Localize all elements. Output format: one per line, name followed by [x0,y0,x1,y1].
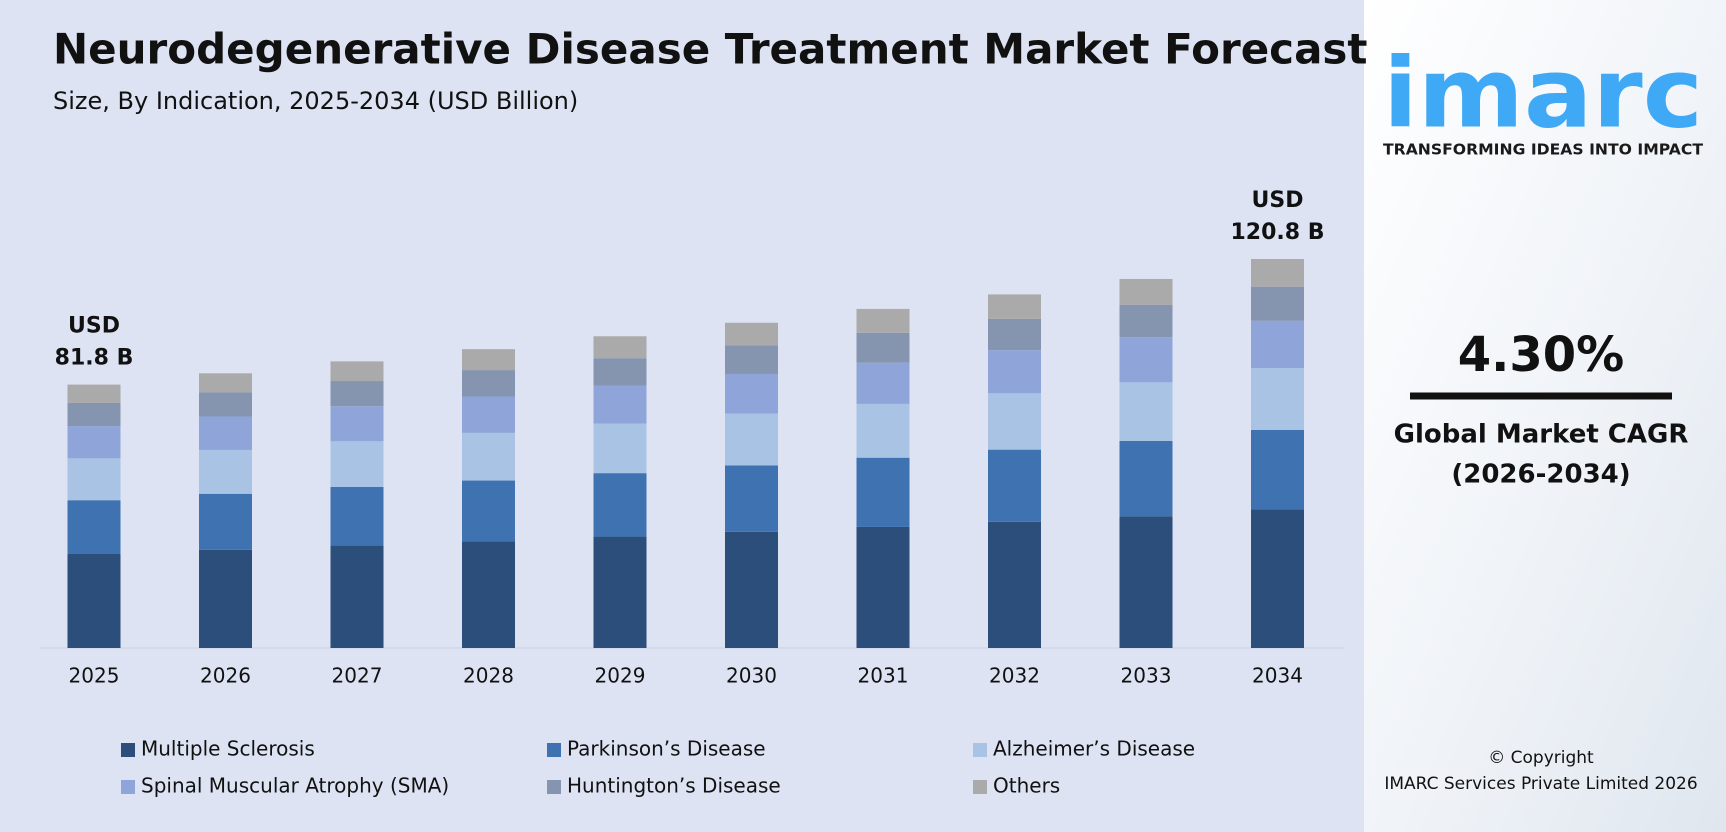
legend-swatch [973,743,987,757]
x-tick-label: 2029 [595,664,646,688]
bar-segment [462,370,515,397]
bar-segment [462,396,515,433]
copyright: © Copyright [1488,748,1594,768]
cagr-period: (2026-2034) [1451,460,1630,490]
bar-segment [1119,337,1173,383]
bar-segment [1251,368,1304,430]
bar-segment [1119,516,1173,648]
bar-segment [1251,320,1304,369]
bar-segment [1251,286,1304,321]
legend-label: Huntington’s Disease [567,774,781,798]
side-background [1364,0,1726,832]
bar-segment [1251,509,1304,648]
total-label: USD [1252,188,1304,213]
legend-swatch [973,780,987,794]
x-tick-label: 2033 [1121,664,1172,688]
bar-segment [988,449,1041,522]
total-label: USD [68,314,120,339]
bar-segment [988,318,1041,351]
company: IMARC Services Private Limited 2026 [1384,774,1697,794]
tagline: TRANSFORMING IDEAS INTO IMPACT [1383,141,1703,159]
chart-title: Neurodegenerative Disease Treatment Mark… [53,25,1368,74]
bar-segment [988,521,1041,648]
x-tick-label: 2026 [200,664,251,688]
bar-segment [67,500,121,554]
bar-segment [330,406,384,442]
legend-label: Spinal Muscular Atrophy (SMA) [141,774,449,798]
bar-segment [725,413,778,466]
bar-segment [1251,429,1304,510]
bar-segment [725,373,778,414]
bar-segment [199,449,252,494]
x-tick-label: 2025 [69,664,120,688]
bar-segment [856,526,910,648]
x-tick-label: 2031 [858,664,909,688]
bar-segment [988,350,1041,394]
x-tick-label: 2027 [332,664,383,688]
bar-segment [462,432,515,481]
bar-segment [1251,259,1304,287]
legend-swatch [121,780,135,794]
bar-segment [462,541,515,648]
bar-segment [199,416,252,450]
bar-segment [67,402,121,427]
bar-segment [856,362,910,404]
bar-segment [199,493,252,550]
legend-label: Multiple Sclerosis [141,737,315,761]
bar-segment [988,393,1041,450]
bar-segment [725,531,778,648]
bar-segment [1119,278,1173,305]
logo: imarc [1383,37,1703,149]
bar-segment [67,458,121,501]
bar-segment [199,549,252,648]
bar-segment [199,373,252,393]
bar-segment [67,426,121,459]
legend-swatch [121,743,135,757]
bar-segment [593,385,647,424]
bar-segment [199,392,252,417]
bar-segment [725,465,778,532]
total-label: 120.8 B [1230,220,1324,245]
bar-segment [593,473,647,537]
x-tick-label: 2032 [989,664,1040,688]
chart-subtitle: Size, By Indication, 2025-2034 (USD Bill… [53,87,578,115]
bar-segment [856,332,910,363]
x-tick-label: 2030 [726,664,777,688]
bar-segment [725,322,778,346]
cagr-label: Global Market CAGR [1394,420,1689,450]
bar-segment [593,423,647,474]
bar-segment [593,536,647,648]
bar-segment [593,358,647,386]
legend-label: Others [993,774,1060,798]
bar-segment [856,308,910,333]
bar-segment [988,294,1041,319]
bar-segment [330,441,384,487]
legend-swatch [547,743,561,757]
bar-segment [1119,304,1173,338]
bar-segment [462,480,515,542]
bar-segment [462,349,515,371]
legend-swatch [547,780,561,794]
bar-segment [67,553,121,648]
bar-segment [330,486,384,546]
bar-segment [593,336,647,359]
x-tick-label: 2028 [463,664,514,688]
bar-segment [67,384,121,403]
bar-segment [856,403,910,458]
legend-label: Alzheimer’s Disease [993,737,1195,761]
legend-label: Parkinson’s Disease [567,737,766,761]
bar-segment [1119,382,1173,441]
x-tick-label: 2034 [1252,664,1303,688]
bar-segment [856,457,910,527]
bar-segment [725,345,778,374]
bar-segment [1119,440,1173,517]
bar-segment [330,361,384,382]
total-label: 81.8 B [55,346,134,371]
cagr-value: 4.30% [1458,327,1625,383]
bar-segment [330,381,384,407]
bar-segment [330,545,384,648]
